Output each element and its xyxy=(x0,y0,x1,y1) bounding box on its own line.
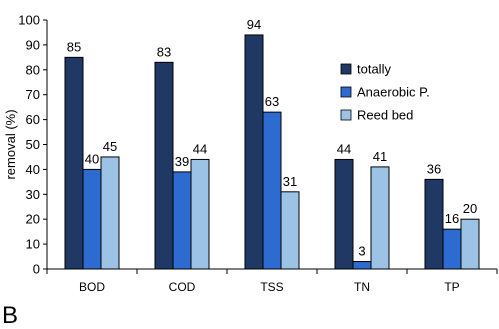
y-tick-label: 60 xyxy=(26,112,40,127)
bar-tp-3 xyxy=(460,218,480,270)
data-label: 45 xyxy=(103,139,117,154)
y-tick-label: 80 xyxy=(26,62,40,77)
bar-bod-1 xyxy=(64,56,84,270)
data-label: 20 xyxy=(463,201,477,216)
bar-cod-2 xyxy=(172,171,192,270)
data-label: 39 xyxy=(175,154,189,169)
bar-cod-3 xyxy=(190,158,210,270)
data-label: 3 xyxy=(358,244,365,259)
y-tick-label: 30 xyxy=(26,187,40,202)
data-label: 85 xyxy=(67,39,81,54)
bar-tn-3 xyxy=(370,166,390,270)
x-tick-label: COD xyxy=(169,280,196,294)
legend-label: Reed bed xyxy=(357,108,413,123)
y-tick-label: 40 xyxy=(26,162,40,177)
data-label: 36 xyxy=(427,161,441,176)
legend-label: totally xyxy=(357,62,391,77)
y-tick-label: 100 xyxy=(18,13,40,28)
bar-bod-2 xyxy=(82,168,102,270)
bar-tss-1 xyxy=(244,34,264,270)
legend-swatch xyxy=(340,109,352,121)
panel-letter: B xyxy=(2,302,19,329)
data-label: 31 xyxy=(283,174,297,189)
legend-swatch xyxy=(340,63,352,75)
data-label: 83 xyxy=(157,44,171,59)
data-label: 16 xyxy=(445,211,459,226)
bar-cod-1 xyxy=(154,61,174,270)
y-tick-label: 50 xyxy=(26,137,40,152)
data-label: 41 xyxy=(373,149,387,164)
y-axis-title: removal (%) xyxy=(3,109,18,179)
data-label: 94 xyxy=(247,17,261,32)
x-tick-label: TP xyxy=(444,280,459,294)
bar-tn-2 xyxy=(352,261,372,270)
legend-swatch xyxy=(340,86,352,98)
x-tick-label: TN xyxy=(354,280,370,294)
y-tick-label: 10 xyxy=(26,237,40,252)
bar-tp-2 xyxy=(442,228,462,270)
data-label: 44 xyxy=(193,141,207,156)
bar-bod-3 xyxy=(100,156,120,270)
bar-tss-2 xyxy=(262,111,282,270)
x-tick-label: BOD xyxy=(79,280,105,294)
y-tick-label: 90 xyxy=(26,37,40,52)
legend-label: Anaerobic P. xyxy=(357,85,430,100)
y-tick-label: 20 xyxy=(26,212,40,227)
data-label: 44 xyxy=(337,141,351,156)
bar-tn-1 xyxy=(334,158,354,270)
bar-tss-3 xyxy=(280,191,300,270)
data-label: 63 xyxy=(265,94,279,109)
data-label: 40 xyxy=(85,151,99,166)
y-tick-label: 70 xyxy=(26,87,40,102)
y-tick-label: 0 xyxy=(33,262,40,277)
x-tick-label: TSS xyxy=(260,280,283,294)
bar-tp-1 xyxy=(424,178,444,270)
